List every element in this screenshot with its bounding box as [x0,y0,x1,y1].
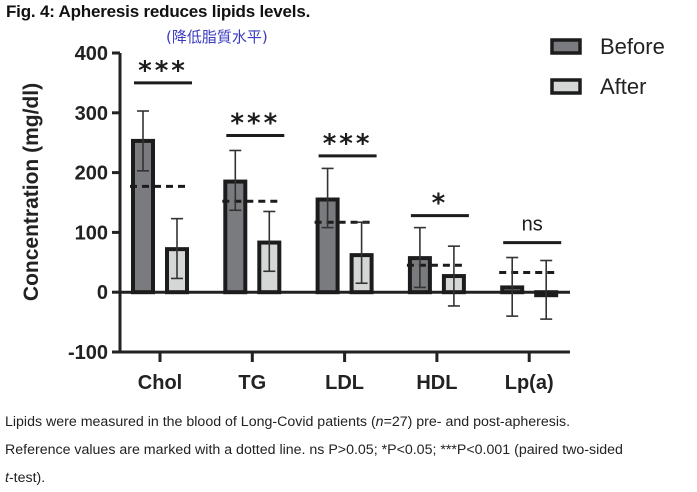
caption-line-1: Lipids were measured in the blood of Lon… [5,408,695,436]
significance-label: *** [230,109,280,139]
y-tick-label: -100 [68,342,108,364]
x-tick-label: Lp(a) [505,372,554,394]
x-tick-label: Chol [138,372,182,394]
caption-text: Lipids were measured in the blood of Lon… [5,414,376,430]
caption-t: t [5,470,9,486]
caption-text: =27) pre- and post-apheresis. [383,414,571,430]
significance-markers: **********ns [134,56,562,245]
y-tick-label: 400 [75,43,108,65]
bars [131,138,559,298]
legend: Before After [550,34,665,99]
significance-label: *** [323,129,373,159]
legend-label-after: After [600,74,646,99]
legend-label-before: Before [600,34,665,59]
significance-label: *** [138,56,188,86]
figure-subtitle: (降低脂質水平) [166,28,268,46]
y-axis-label: Concentration (mg/dl) [20,83,43,301]
caption-line-2: Reference values are marked with a dotte… [5,442,623,458]
y-tick-label: 300 [75,103,108,125]
x-tick-label: TG [238,372,266,394]
error-bars [137,110,553,320]
figure-title: Fig. 4: Apheresis reduces lipids levels. [6,2,311,21]
figure-caption: Lipids were measured in the blood of Lon… [5,408,695,492]
y-tick-label: 200 [75,163,108,185]
reference-lines [130,184,560,274]
axes: -100 0 100 200 300 400 Chol TG LDL HDL Lp(a) [68,43,570,394]
caption-n: n [375,414,384,430]
x-tick-label: HDL [416,372,457,394]
x-tick-label: LDL [325,372,364,394]
caption-line-3: t-test). [5,464,695,492]
y-tick-label: 100 [75,222,108,244]
legend-swatch-before [550,38,582,55]
significance-label: * [432,189,449,219]
legend-swatch-after [550,78,582,95]
significance-label: ns [522,214,543,236]
y-tick-label: 0 [97,282,108,304]
caption-text: -test). [8,470,46,486]
